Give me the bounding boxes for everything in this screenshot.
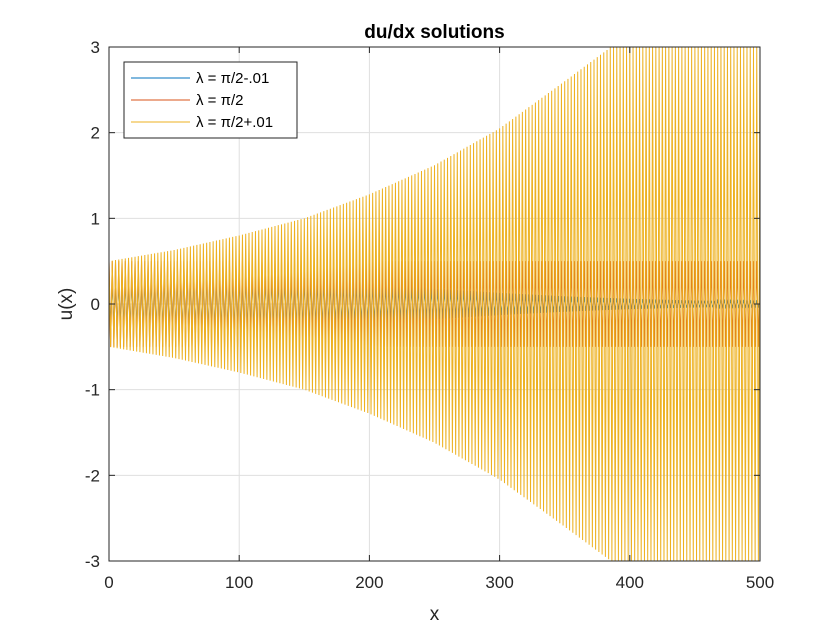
y-tick-label: 0 (91, 295, 100, 314)
x-tick-label: 400 (616, 573, 644, 592)
x-tick-label: 100 (225, 573, 253, 592)
y-tick-label: 1 (91, 209, 100, 228)
y-axis-label: u(x) (56, 288, 77, 321)
series-group (109, 47, 760, 561)
ticks: 0 100 200 300 400 500 -3 -2 -1 0 1 2 3 (85, 38, 774, 592)
x-tick-label: 200 (355, 573, 383, 592)
legend-label-2: λ = π/2 (196, 92, 243, 109)
y-tick-label: -2 (85, 466, 100, 485)
x-tick-label: 0 (104, 573, 113, 592)
y-tick-label: 2 (91, 124, 100, 143)
x-axis-label: x (430, 604, 440, 625)
y-tick-label: -3 (85, 552, 100, 571)
legend-label-3: λ = π/2+.01 (196, 114, 273, 131)
chart-title: du/dx solutions (364, 22, 504, 43)
legend: λ = π/2-.01 λ = π/2 λ = π/2+.01 (123, 61, 298, 139)
y-tick-label: -1 (85, 381, 100, 400)
x-tick-label: 300 (485, 573, 513, 592)
x-tick-label: 500 (746, 573, 774, 592)
legend-label-1: λ = π/2-.01 (196, 70, 269, 87)
y-tick-label: 3 (91, 38, 100, 57)
series-line-3 (109, 47, 760, 561)
